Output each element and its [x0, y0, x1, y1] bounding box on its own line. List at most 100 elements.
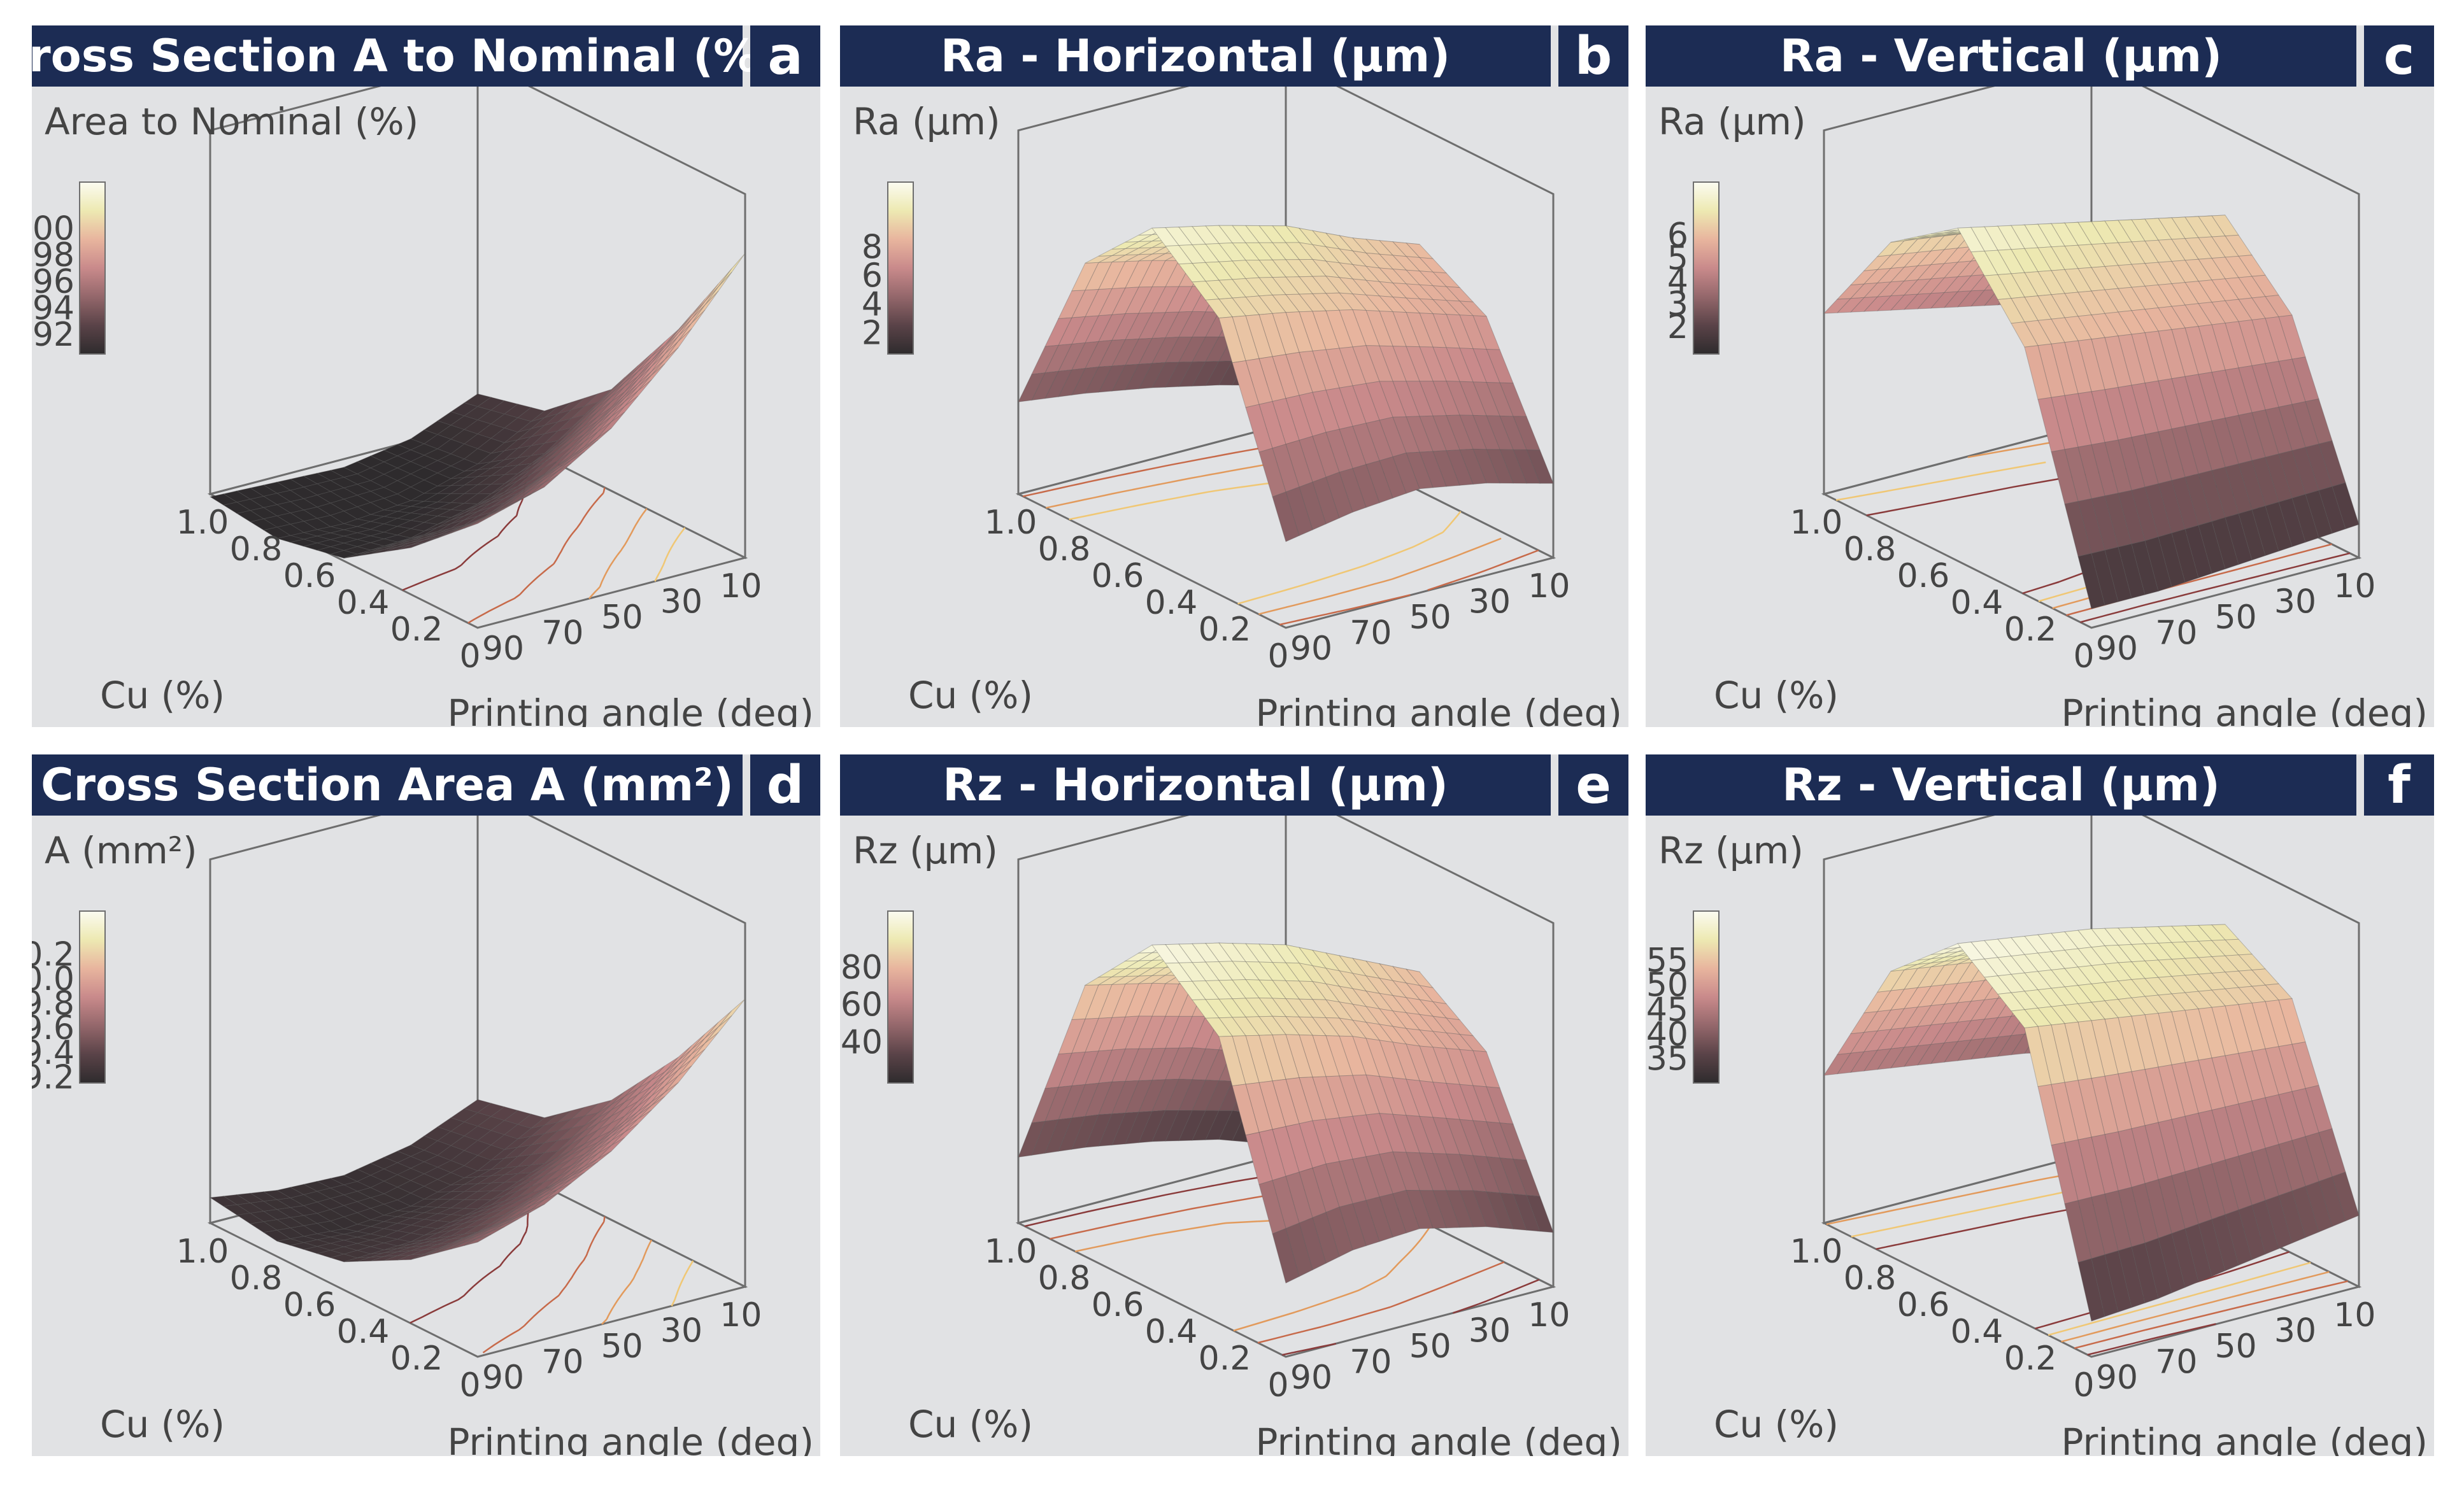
x-tick-label: 0.8 [230, 530, 283, 569]
x-tick-label: 0.6 [1092, 1286, 1144, 1324]
surface-cell [329, 549, 359, 559]
surface-mesh [1823, 924, 2360, 1322]
surface-cell [1877, 969, 1905, 993]
contour-line [671, 1260, 694, 1306]
surface-cell [704, 272, 732, 306]
surface-cell [1218, 316, 1246, 364]
y-tick-label: 50 [2215, 598, 2257, 637]
colorbar-tick-label: 96 [32, 263, 75, 301]
y-tick-label: 70 [1350, 1343, 1392, 1382]
y-axis-title: Printing angle (deg) [1256, 691, 1622, 727]
colorbar-tick-label: 4 [1667, 262, 1688, 301]
colorbar-tick-label: 80 [841, 949, 883, 987]
x-tick-label: 1.0 [1790, 504, 1843, 542]
surface-cell [704, 1010, 732, 1038]
surface-cell [718, 998, 746, 1028]
surface-cell [450, 521, 478, 534]
x-tick-label: 0 [459, 637, 480, 676]
colorbar-tick-label: 3 [1667, 285, 1688, 323]
surface-cell [1876, 240, 1905, 257]
y-tick-label: 90 [1290, 1359, 1332, 1397]
panel-letter: c [2364, 25, 2434, 87]
y-tick-label: 70 [541, 614, 583, 653]
surface-cell [276, 535, 304, 543]
surface-cell [678, 304, 706, 337]
y-tick-label: 50 [1409, 598, 1451, 637]
x-tick-label: 0.4 [1145, 1313, 1198, 1351]
surface-cell [2077, 1258, 2105, 1322]
x-tick-label: 0.8 [1038, 530, 1091, 569]
x-tick-label: 0.2 [2004, 1340, 2057, 1378]
y-tick-label: 10 [2333, 567, 2375, 605]
surface-cell [2051, 449, 2079, 505]
contour-line [2074, 1280, 2348, 1349]
y-axis-title: Printing angle (deg) [2062, 691, 2428, 727]
x-tick-label: 0.4 [337, 584, 390, 622]
surface-cell [1084, 976, 1113, 986]
z-axis-title: Rz (μm) [853, 829, 998, 872]
surface-cell [1837, 1031, 1865, 1055]
x-tick-label: 0 [2073, 1366, 2094, 1405]
colorbar-tick-label: 5 [1667, 239, 1688, 278]
contour-line [482, 1216, 606, 1354]
y-tick-label: 30 [2274, 1312, 2316, 1350]
x-axis-title: Cu (%) [1714, 1403, 1839, 1446]
x-tick-label: 0.2 [1199, 611, 1251, 649]
surface-cell [1111, 960, 1140, 970]
surface-cell [370, 1255, 398, 1262]
surface-cell [1245, 1131, 1273, 1185]
x-tick-label: 0.2 [1199, 1340, 1251, 1378]
y-tick-label: 10 [1528, 1296, 1570, 1334]
y-tick-label: 50 [601, 1327, 643, 1366]
colorbar [887, 910, 914, 1084]
surface-cell [1044, 1052, 1072, 1089]
surface-cell [249, 1221, 278, 1233]
surface-cell [370, 546, 398, 555]
surface-cell [1930, 947, 1958, 955]
surface-cell [464, 516, 492, 529]
y-tick-label: 30 [660, 583, 702, 621]
x-axis-title: Cu (%) [100, 674, 225, 717]
y-tick-label: 50 [1409, 1327, 1451, 1366]
y-tick-label: 30 [1469, 583, 1511, 621]
panel-d: Cross Section Area A (mm²) d 9.2 9.4 9.6 9.… [32, 754, 820, 1456]
surface-cell [2064, 500, 2092, 557]
x-axis-title: Cu (%) [908, 674, 1033, 717]
surface-mesh [1018, 225, 1554, 542]
colorbar-tick-label: 9.6 [32, 1009, 75, 1047]
y-tick-label: 90 [482, 1359, 524, 1397]
y-tick-label: 30 [1469, 1312, 1511, 1350]
surface-cell [1849, 269, 1879, 286]
x-tick-label: 0.4 [1145, 584, 1198, 622]
colorbar-tick-label: 35 [1646, 1040, 1688, 1078]
colorbar-tick-label: 9.8 [32, 985, 75, 1023]
surface-cell [1098, 248, 1126, 257]
panel-title: Rz - Horizontal (μm) [840, 754, 1551, 816]
surface-cell [1178, 263, 1206, 283]
surface-cell [1071, 984, 1099, 1020]
x-tick-label: 0.8 [1844, 1259, 1897, 1298]
x-tick-label: 0 [459, 1366, 480, 1405]
colorbar-tick-label: 6 [1667, 216, 1688, 255]
surface-cell [691, 287, 719, 320]
surface-mesh [1823, 215, 2360, 609]
colorbar-tick-label: 40 [841, 1023, 883, 1061]
colorbar-tick-label: 50 [1646, 966, 1688, 1005]
panel-b: Ra - Horizontal (μm) b 2 4 6 8 Ra (μm) 1.0 0.8… [840, 25, 1628, 727]
surface-cell [1125, 234, 1153, 243]
surface-mesh [1018, 942, 1554, 1284]
surface-cell [2037, 397, 2065, 453]
contour-line [2080, 552, 2351, 623]
panel-title: Cross Section Area A (mm²) [32, 754, 743, 816]
surface-cell [1232, 360, 1260, 408]
surface-cell [691, 1026, 719, 1054]
x-tick-label: 0.6 [283, 1286, 336, 1324]
surface-cell [2077, 553, 2105, 609]
y-tick-label: 90 [2096, 630, 2138, 668]
panel-letter: e [1558, 754, 1628, 816]
x-tick-label: 0.6 [1897, 1286, 1950, 1324]
surface-cell [1205, 299, 1233, 319]
y-tick-label: 90 [2096, 1359, 2138, 1397]
